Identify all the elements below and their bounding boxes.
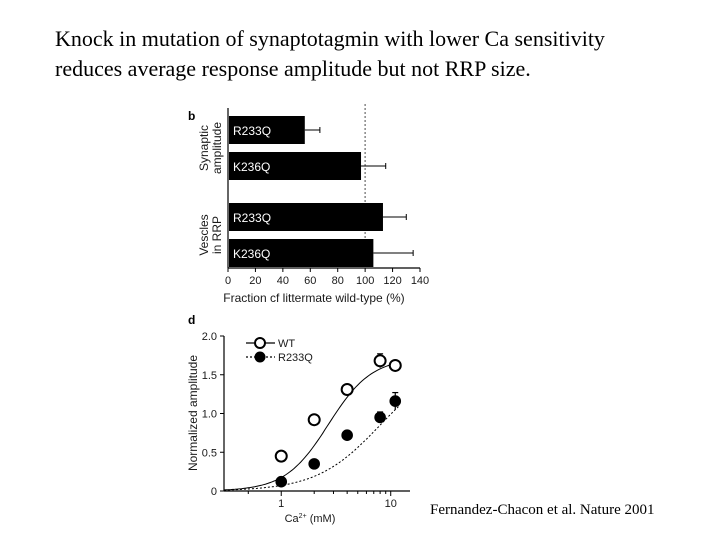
legend-marker-r233q (254, 351, 266, 363)
group-label: Synaptic (197, 125, 211, 171)
figure-panel: b R233Q K236Q R233Q K236Q Synaptic amplitude… (180, 100, 440, 525)
y-tick-label: 0 (211, 486, 217, 498)
slide-title-line-1: Knock in mutation of synaptotagmin with … (55, 26, 605, 51)
data-point-wt (307, 413, 321, 427)
bar-label: R233Q (233, 211, 271, 225)
x-tick-label: 140 (411, 275, 429, 287)
x-tick-label: 100 (356, 275, 374, 287)
citation: Fernandez-Chacon et al. Nature 2001 (430, 502, 655, 518)
data-point-r233q (275, 475, 288, 488)
x-label-main: Ca (285, 513, 300, 525)
y-tick-label: 1.5 (202, 370, 217, 382)
data-point-wt (388, 358, 402, 372)
x-tick-label: 120 (383, 275, 401, 287)
legend-label-wt: WT (278, 338, 295, 350)
data-point-wt (373, 354, 387, 368)
slide-title: Knock in mutation of synaptotagmin with … (55, 24, 695, 84)
group-label: amplitude (210, 122, 224, 174)
group-label: Vescles (197, 214, 211, 255)
bar-chart-panel-b: R233Q K236Q R233Q K236Q Synaptic amplitude Ve… (197, 104, 429, 287)
y-tick-label: 2.0 (202, 331, 217, 343)
panel-d-y-axis-label: Normalized amplitude (186, 355, 200, 471)
legend-marker-wt (254, 337, 266, 349)
x-tick-label: 10 (385, 498, 397, 510)
panel-d-label: d (188, 313, 195, 327)
data-point-r233q (308, 458, 320, 470)
data-point-r233q (341, 429, 353, 442)
x-tick-label: 1 (278, 498, 284, 510)
bar-label: K236Q (233, 247, 270, 261)
panel-b-x-axis-label: Fraction cf littermate wild-type (%) (223, 291, 404, 305)
figure-svg: b R233Q K236Q R233Q K236Q Synaptic amplitude… (186, 104, 429, 525)
bar-k236q-1 (229, 239, 374, 267)
y-tick-label: 1.0 (202, 409, 217, 421)
x-tick-label: 0 (225, 275, 231, 287)
group-label: in RRP (210, 216, 224, 254)
bar-label: R233Q (233, 124, 271, 138)
x-tick-label: 60 (304, 275, 316, 287)
data-point-r233q (389, 395, 402, 407)
legend-label-r233q: R233Q (278, 352, 313, 364)
x-tick-label: 80 (332, 275, 344, 287)
x-label-unit: (mM) (307, 513, 336, 525)
data-point-wt (340, 382, 354, 396)
x-tick-label: 40 (277, 275, 289, 287)
dose-response-panel-d: 0 0.5 1.0 1.5 2.0 1 10 WT R233Q (202, 331, 410, 510)
bar-label: K236Q (233, 160, 270, 174)
slide-title-line-2: reduces average response amplitude but n… (55, 56, 531, 81)
bar-r233q-0 (229, 116, 305, 144)
bar-r233q-1 (229, 203, 383, 231)
bar-k236q-0 (229, 152, 362, 180)
y-tick-label: 0.5 (202, 447, 217, 459)
data-point-wt (274, 449, 288, 463)
panel-d-x-axis-label: Ca2+ (mM) (285, 513, 336, 525)
x-tick-label: 20 (249, 275, 261, 287)
fit-curve-wt (223, 362, 400, 491)
fit-curve-r233q (223, 405, 400, 491)
x-label-superscript: 2+ (299, 513, 307, 520)
data-point-r233q (374, 411, 386, 424)
panel-b-label: b (188, 109, 195, 123)
